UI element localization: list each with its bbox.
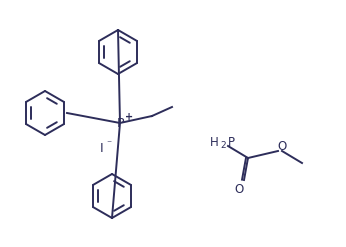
- Text: P: P: [228, 136, 235, 148]
- Text: O: O: [277, 140, 286, 152]
- Text: I: I: [100, 142, 104, 155]
- Text: 2: 2: [220, 141, 226, 149]
- Text: +: +: [125, 112, 133, 122]
- Text: O: O: [234, 183, 244, 195]
- Text: H: H: [210, 136, 219, 148]
- Text: ⁻: ⁻: [107, 139, 111, 149]
- Text: P: P: [117, 117, 125, 129]
